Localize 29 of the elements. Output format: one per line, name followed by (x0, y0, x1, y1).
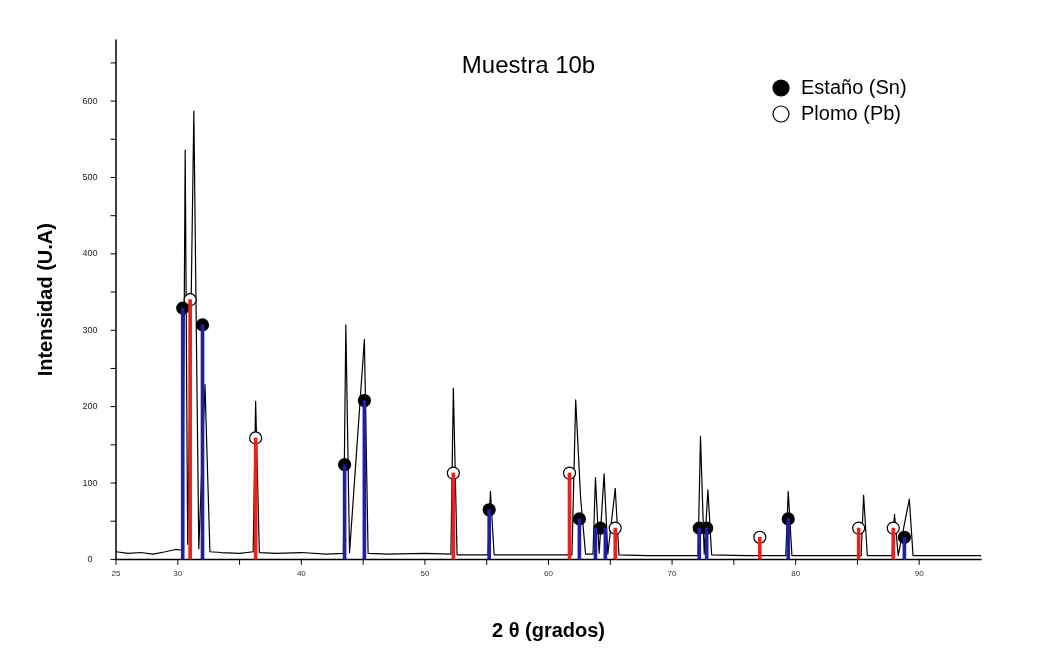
bar (786, 518, 791, 560)
x-tick-label: 40 (296, 569, 307, 579)
y-tick-label: 400 (82, 248, 98, 259)
y-tick-label: 500 (82, 171, 98, 182)
bar (704, 527, 709, 560)
legend-label: Plomo (Pb) (801, 101, 902, 124)
bar (891, 527, 896, 560)
y-tick-label: 200 (82, 401, 98, 412)
bar (613, 527, 618, 560)
bar (487, 509, 492, 560)
y-axis-title: Intensidad (U.A) (33, 223, 56, 377)
x-tick-label: 90 (914, 569, 925, 579)
bar (180, 307, 185, 560)
y-tick-label: 100 (82, 477, 98, 488)
bar (757, 536, 762, 560)
x-tick-label: 30 (173, 569, 183, 579)
bar (188, 299, 192, 560)
legend-label: Estaño (Sn) (801, 75, 907, 98)
x-tick-label: 25 (111, 569, 121, 579)
text: Muestra 10b (461, 50, 596, 78)
y-tick-label: 600 (82, 95, 98, 106)
x-tick-label: 80 (791, 569, 801, 579)
y-tick-label: 300 (82, 324, 98, 335)
y-tick-label: 0 (87, 553, 93, 564)
bar (697, 527, 702, 560)
x-tick-label: 70 (667, 569, 678, 579)
x-tick-label: 60 (544, 569, 554, 579)
x-axis-title: 2 θ (grados) (491, 618, 606, 641)
x-tick-label: 50 (420, 569, 430, 579)
